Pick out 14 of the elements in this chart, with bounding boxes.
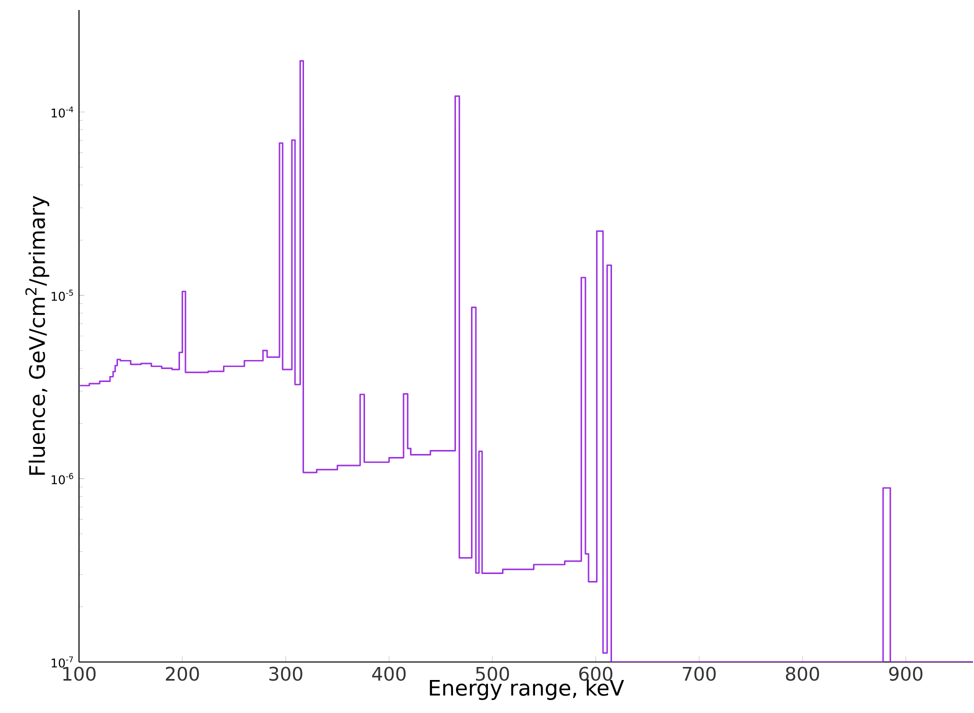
x-tick-label: 700	[682, 666, 716, 681]
y-tick-label: 10$^{-4}$	[52, 106, 74, 118]
x-tick-label: 500	[476, 666, 509, 681]
x-tick-label: 100	[63, 666, 96, 681]
y-tick-label: 10$^{-7}$	[52, 656, 73, 668]
y-tick-label: 10$^{-6}$	[52, 473, 74, 484]
x-tick-label: 900	[889, 666, 922, 681]
x-tick-label: 600	[579, 666, 612, 681]
x-tick-label: 400	[372, 666, 406, 681]
x-tick-label: 200	[166, 666, 199, 681]
x-tick-label: 800	[786, 666, 820, 681]
x-tick-label: 300	[269, 666, 302, 681]
y-axis-title: Fluence, GeV/cm$^{2}$/primary	[25, 196, 50, 475]
y-tick-label: 10$^{-5}$	[52, 290, 73, 301]
